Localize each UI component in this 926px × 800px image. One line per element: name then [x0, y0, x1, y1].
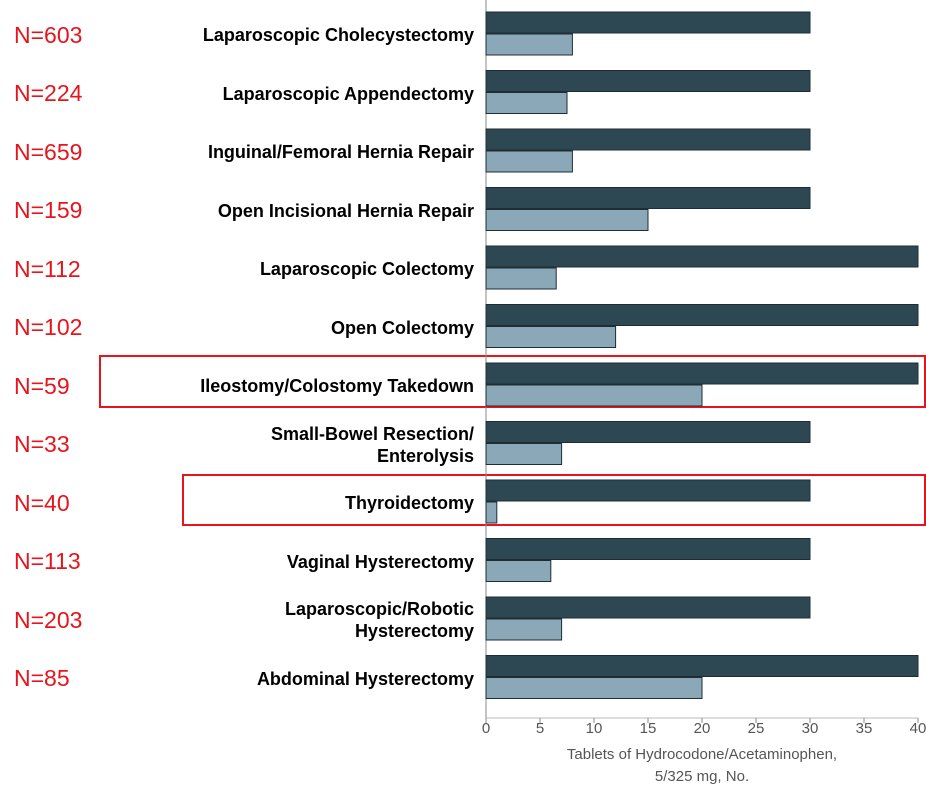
bar: [485, 33, 573, 56]
bar: [485, 245, 919, 268]
sample-size-label: N=659: [14, 138, 83, 165]
bar: [485, 187, 811, 209]
x-tick-label: 15: [640, 720, 657, 737]
category-label: Open Incisional Hernia Repair: [217, 200, 474, 221]
bar: [485, 560, 552, 582]
highlight-box: [99, 355, 926, 408]
x-tick-label: 5: [536, 720, 544, 737]
category-label: Vaginal Hysterectomy: [286, 551, 474, 572]
bar: [485, 538, 811, 560]
sample-size-label: N=33: [14, 431, 70, 457]
bar: [485, 128, 811, 151]
sample-size-label: N=85: [14, 665, 70, 691]
bar: [485, 596, 811, 619]
sample-size-label: N=59: [14, 372, 70, 399]
sample-size-label: N=603: [14, 21, 83, 48]
bar: [485, 655, 919, 677]
x-tick-label: 35: [856, 720, 873, 737]
category-label: Laparoscopic/Robotic Hysterectomy: [284, 599, 474, 641]
x-axis-label: Tablets of Hydrocodone/Acetaminophen, 5/…: [566, 746, 838, 785]
bar: [485, 362, 919, 385]
bar: [485, 618, 563, 641]
x-tick-label: 30: [802, 720, 819, 737]
sample-size-label: N=224: [14, 80, 83, 106]
sample-size-label: N=159: [14, 197, 83, 223]
category-label: Laparoscopic Cholecystectomy: [202, 25, 474, 45]
x-tick-label: 10: [586, 720, 603, 737]
x-tick-label: 25: [748, 720, 765, 737]
category-label: Thyroidectomy: [344, 493, 474, 513]
bar: [485, 384, 703, 407]
category-label: Open Colectomy: [330, 317, 474, 338]
bar: [485, 11, 811, 34]
bar: [485, 421, 811, 443]
bar: [485, 304, 919, 326]
bar: [485, 150, 573, 173]
bar: [485, 677, 703, 699]
sample-size-label: N=102: [14, 314, 83, 340]
bar: [485, 326, 617, 348]
x-tick-label: 40: [910, 720, 926, 737]
bar: [485, 209, 649, 231]
sample-size-label: N=40: [14, 489, 70, 516]
category-label: Ileostomy/Colostomy Takedown: [200, 376, 474, 396]
bar: [485, 70, 811, 92]
sample-size-label: N=203: [14, 606, 83, 633]
category-label: Laparoscopic Appendectomy: [222, 83, 474, 104]
category-label: Abdominal Hysterectomy: [256, 668, 474, 689]
category-label: Small-Bowel Resection/ Enterolysis: [270, 423, 474, 466]
sample-size-label: N=113: [14, 548, 81, 574]
highlight-box: [182, 474, 926, 526]
bar: [485, 267, 557, 290]
sample-size-label: N=112: [14, 255, 81, 282]
bar: [485, 501, 498, 524]
bar: [485, 92, 568, 114]
category-label: Inguinal/Femoral Hernia Repair: [207, 142, 474, 162]
bar: [485, 479, 811, 502]
bar: [485, 443, 563, 465]
x-tick-label: 0: [482, 720, 490, 737]
x-tick-label: 20: [694, 720, 711, 737]
category-label: Laparoscopic Colectomy: [259, 259, 474, 279]
